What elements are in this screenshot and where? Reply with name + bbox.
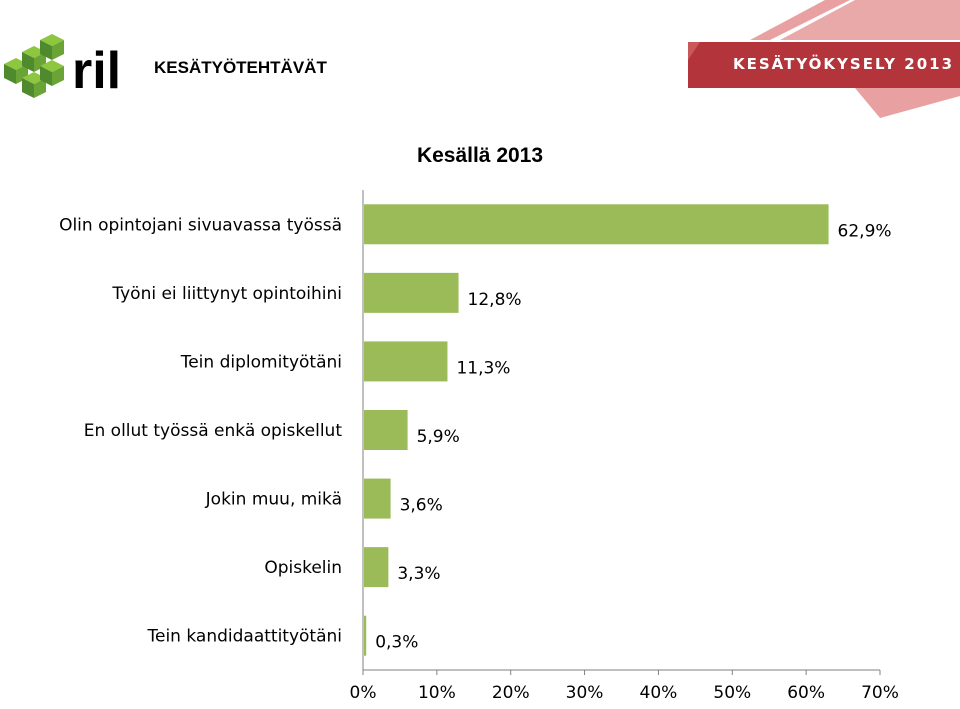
category-label: Jokin muu, mikä [205, 490, 342, 510]
banner-graphic [688, 0, 960, 118]
chart-title: Kesällä 2013 [416, 144, 544, 167]
x-tick-label: 60% [787, 683, 825, 703]
x-tick-label: 10% [418, 683, 456, 703]
category-label: Tein diplomityötäni [180, 352, 342, 372]
category-label: Työni ei liittynyt opintoihini [111, 284, 342, 304]
bar [364, 272, 459, 313]
value-label: 3,6% [400, 496, 443, 516]
bar [364, 615, 367, 656]
value-label: 0,3% [375, 633, 418, 653]
category-label: Olin opintojani sivuavassa työssä [59, 215, 342, 235]
x-tick-label: 30% [566, 683, 604, 703]
category-label: En ollut työssä enkä opiskellut [84, 421, 343, 441]
banner-label: KESÄTYÖKYSELY 2013 [733, 55, 955, 73]
bar [364, 341, 448, 382]
logo-cube-icon [4, 34, 64, 98]
x-tick-label: 40% [640, 683, 678, 703]
category-label: Opiskelin [264, 558, 342, 578]
page-title: KESÄTYÖTEHTÄVÄT [154, 58, 327, 77]
bar [364, 478, 391, 519]
category-label: Tein kandidaattityötäni [147, 627, 343, 647]
x-tick-label: 50% [713, 683, 751, 703]
bar-chart: Olin opintojani sivuavassa työssä 62,9% Ty… [59, 190, 899, 703]
header: ril KESÄTYÖTEHTÄVÄT KESÄTYÖKYSELY 2013 [0, 0, 960, 120]
x-tick-label: 70% [861, 683, 899, 703]
value-label: 3,3% [397, 564, 440, 584]
bar [364, 410, 408, 450]
ril-logo: ril [4, 34, 121, 100]
bar [364, 547, 389, 588]
value-label: 5,9% [417, 427, 460, 447]
value-label: 62,9% [838, 221, 892, 241]
x-tick-label: 20% [492, 683, 530, 703]
value-label: 11,3% [456, 358, 510, 378]
logo-wordmark: ril [72, 42, 121, 100]
x-tick-label: 0% [350, 683, 377, 703]
bar [364, 204, 829, 245]
value-label: 12,8% [468, 290, 522, 310]
